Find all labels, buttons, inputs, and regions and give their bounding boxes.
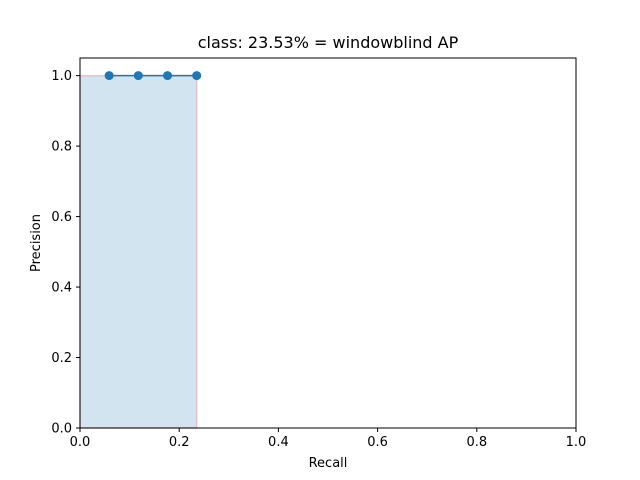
x-tick-label: 1.0 <box>566 435 587 450</box>
x-tick-label: 0.8 <box>466 435 487 450</box>
y-axis-label: Precision <box>29 214 44 272</box>
y-tick-label: 1.0 <box>51 69 72 84</box>
x-axis-label: Recall <box>309 456 348 471</box>
y-tick-label: 0.0 <box>51 422 72 437</box>
data-point <box>163 71 173 81</box>
data-point <box>133 71 143 81</box>
axes: 0.0 0.2 0.4 0.6 0.8 1.0 0.0 0.2 0.4 0.6 0.8 1.0 <box>51 57 587 450</box>
y-tick-label: 0.8 <box>51 140 72 155</box>
axes-frame <box>79 57 577 429</box>
plot-area <box>79 71 202 429</box>
y-tick-label: 0.4 <box>51 281 72 296</box>
data-point <box>104 71 114 81</box>
x-tick-label: 0.6 <box>367 435 388 450</box>
x-tick-label: 0.0 <box>70 435 91 450</box>
y-tick-label: 0.2 <box>51 351 72 366</box>
x-tick-label: 0.4 <box>268 435 289 450</box>
y-tick-label: 0.6 <box>51 210 72 225</box>
data-point <box>192 71 202 81</box>
x-tick-label: 0.2 <box>169 435 190 450</box>
chart-title: class: 23.53% = windowblind AP <box>198 33 459 52</box>
area-fill <box>79 74 198 429</box>
